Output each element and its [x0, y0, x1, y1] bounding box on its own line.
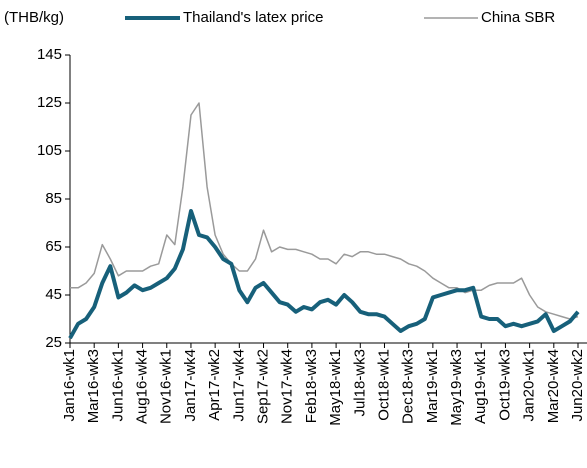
x-tick-label: Aug19-wk1 [472, 349, 489, 424]
x-tick-label: Nov17-wk4 [279, 349, 296, 424]
y-tick-label: 85 [45, 190, 62, 207]
x-tick-label: Oct18-wk1 [375, 349, 392, 421]
x-tick-label: May19-wk3 [448, 349, 465, 426]
x-tick-label: Mar16-wk3 [85, 349, 102, 423]
y-tick-label: 65 [45, 238, 62, 255]
y-tick-label: 45 [45, 286, 62, 303]
x-tick-label: Jan20-wk1 [521, 349, 538, 422]
x-tick-label: Jun16-wk1 [109, 349, 126, 422]
y-tick-label: 145 [37, 46, 62, 63]
y-tick-label: 25 [45, 334, 62, 351]
series-line [68, 209, 580, 340]
x-tick-label: Aug16-wk4 [134, 349, 151, 424]
x-tick-label: Jul18-wk3 [351, 349, 368, 417]
x-tick-label: Mar19-wk1 [424, 349, 441, 423]
x-tick-label: Dec18-wk3 [400, 349, 417, 424]
y-tick-label: 125 [37, 94, 62, 111]
x-tick-label: Nov16-wk1 [158, 349, 175, 424]
x-tick-label: Sep17-wk2 [254, 349, 271, 424]
x-tick-label: Feb18-wk3 [303, 349, 320, 423]
x-tick-label: Jun17-wk4 [230, 349, 247, 422]
y-axis-unit: (THB/kg) [4, 9, 64, 26]
x-tick-label: Apr17-wk2 [206, 349, 223, 421]
x-tick-label: Mar20-wk4 [545, 349, 562, 423]
x-tick-label: May18-wk1 [327, 349, 344, 426]
x-tick-label: Jan16-wk1 [61, 349, 78, 422]
y-tick-label: 105 [37, 142, 62, 159]
x-tick-label: Jan17-wk4 [182, 349, 199, 422]
legend-label: Thailand's latex price [183, 9, 323, 26]
x-tick-label: Oct19-wk3 [496, 349, 513, 421]
legend-label: China SBR [481, 9, 555, 26]
series-line [70, 102, 579, 320]
x-tick-label: Jun20-wk2 [569, 349, 586, 422]
